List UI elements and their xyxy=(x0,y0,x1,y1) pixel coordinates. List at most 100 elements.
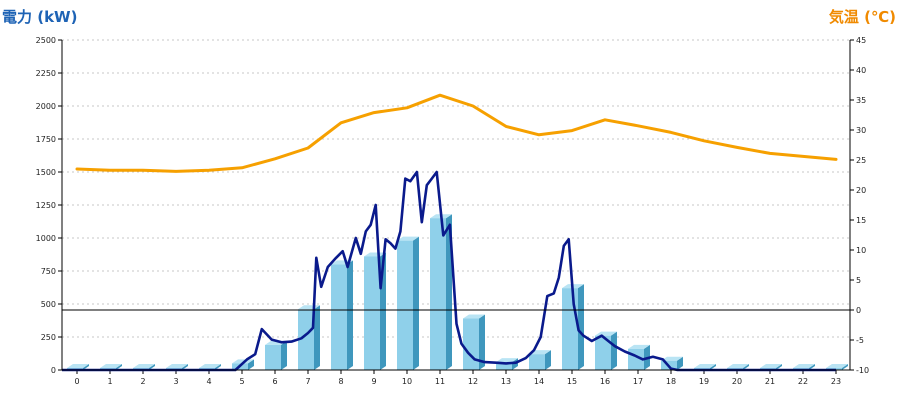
power-bar-side xyxy=(578,284,584,370)
power-bar-side xyxy=(611,331,617,370)
power-bar-side xyxy=(809,364,815,370)
x-tick-label: 18 xyxy=(666,377,676,386)
power-bar xyxy=(463,314,485,370)
left-tick-label: 2500 xyxy=(36,36,56,45)
right-axis-title: 気温 (℃) xyxy=(829,8,896,26)
power-bar-top xyxy=(760,364,782,368)
power-bar-side xyxy=(83,364,89,370)
x-tick-label: 1 xyxy=(107,377,112,386)
power-bar-side xyxy=(413,236,419,370)
power-bar-front xyxy=(298,309,314,370)
power-bar-side xyxy=(743,364,749,370)
power-bar-side xyxy=(149,364,155,370)
power-bar xyxy=(331,260,353,370)
power-bar-top xyxy=(793,364,815,368)
right-tick-label: -5 xyxy=(856,336,864,345)
power-bar-top xyxy=(628,344,650,349)
power-bar-front xyxy=(364,256,380,370)
x-tick-label: 17 xyxy=(633,377,643,386)
left-tick-label: 1750 xyxy=(36,135,56,144)
left-tick-label: 500 xyxy=(41,300,56,309)
left-tick-label: 750 xyxy=(41,267,56,276)
right-tick-label: 25 xyxy=(856,156,866,165)
x-tick-label: 20 xyxy=(732,377,742,386)
power-bar-front xyxy=(331,264,347,370)
realtime-power-line xyxy=(62,170,836,372)
series-lines xyxy=(62,93,838,372)
right-tick-label: 30 xyxy=(856,126,866,135)
x-tick-label: 3 xyxy=(173,377,178,386)
power-bar-side xyxy=(281,340,287,370)
power-bar xyxy=(430,214,452,370)
power-bar-side xyxy=(347,260,353,370)
x-tick-label: 4 xyxy=(206,377,211,386)
power-bar-side xyxy=(545,350,551,370)
x-tick-label: 10 xyxy=(402,377,412,386)
left-axis-ticks: 0 250 500 750 1000 1250 1500 1750 2000 2250 2500 xyxy=(36,36,62,375)
power-bar-top xyxy=(661,356,683,361)
power-bar-side xyxy=(479,314,485,370)
power-bar-side xyxy=(116,364,122,370)
x-tick-label: 23 xyxy=(831,377,841,386)
power-bar-side xyxy=(842,364,848,370)
left-tick-label: 250 xyxy=(41,333,56,342)
x-tick-label: 14 xyxy=(534,377,544,386)
x-tick-label: 13 xyxy=(501,377,511,386)
left-tick-label: 2000 xyxy=(36,102,56,111)
power-bar-top xyxy=(166,364,188,368)
right-tick-label: 5 xyxy=(856,276,861,285)
power-bar-front xyxy=(430,218,446,370)
x-tick-label: 9 xyxy=(371,377,376,386)
x-tick-label: 8 xyxy=(338,377,343,386)
x-tick-label: 16 xyxy=(600,377,610,386)
right-tick-label: 45 xyxy=(856,36,866,45)
power-bar-side xyxy=(710,364,716,370)
left-tick-label: 1250 xyxy=(36,201,56,210)
axes xyxy=(61,40,851,371)
x-axis-ticks: 0 1 2 3 4 5 6 7 8 9 10 11 12 13 14 15 16 17 18 19 20 21 22 23 xyxy=(74,370,841,386)
right-tick-label: -10 xyxy=(856,366,869,375)
power-bar-top xyxy=(199,364,221,368)
right-tick-label: 0 xyxy=(856,306,861,315)
power-bar-top xyxy=(67,364,89,368)
right-tick-label: 40 xyxy=(856,66,866,75)
right-tick-label: 20 xyxy=(856,186,866,195)
power-bar-top xyxy=(397,236,419,241)
power-bar-top xyxy=(727,364,749,368)
power-bar xyxy=(265,340,287,370)
gridlines xyxy=(62,39,850,338)
power-bar-side xyxy=(215,364,221,370)
power-bar-front xyxy=(265,344,281,370)
x-tick-label: 12 xyxy=(468,377,478,386)
power-bar-side xyxy=(182,364,188,370)
power-bar-side xyxy=(776,364,782,370)
left-axis-title: 電力 (kW) xyxy=(2,8,77,26)
x-tick-label: 5 xyxy=(239,377,244,386)
x-tick-label: 22 xyxy=(798,377,808,386)
power-bar xyxy=(397,236,419,370)
power-bar-top xyxy=(133,364,155,368)
left-tick-label: 2250 xyxy=(36,69,56,78)
power-bar-front xyxy=(496,362,512,370)
right-tick-label: 15 xyxy=(856,216,866,225)
left-tick-label: 1000 xyxy=(36,234,56,243)
power-bar-top xyxy=(496,358,518,363)
right-tick-label: 35 xyxy=(856,96,866,105)
x-tick-label: 19 xyxy=(699,377,709,386)
x-tick-label: 6 xyxy=(272,377,277,386)
power-bar-front xyxy=(397,240,413,370)
x-tick-label: 11 xyxy=(435,377,445,386)
power-bar-front xyxy=(562,288,578,370)
power-bar-top xyxy=(364,252,386,257)
power-bar-front xyxy=(595,335,611,370)
x-tick-label: 15 xyxy=(567,377,577,386)
power-bar-top xyxy=(595,331,617,336)
x-tick-label: 0 xyxy=(74,377,79,386)
power-bar-side xyxy=(677,356,683,370)
hourly-power-bars xyxy=(67,214,848,370)
x-tick-label: 21 xyxy=(765,377,775,386)
power-bar xyxy=(595,331,617,370)
temperature-line xyxy=(75,93,838,173)
power-bar-side xyxy=(314,305,320,370)
